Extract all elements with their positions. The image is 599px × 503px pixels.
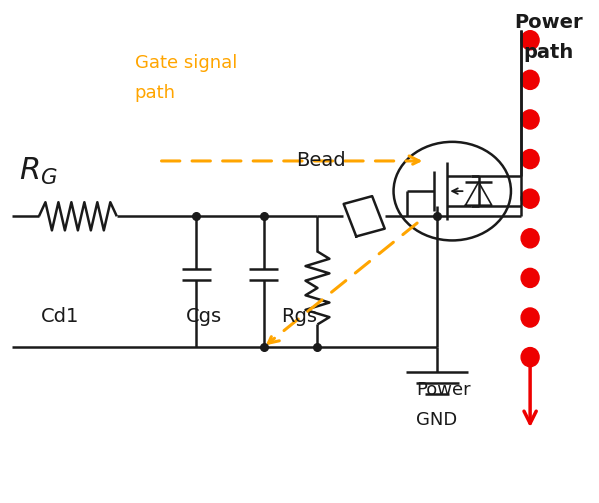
Text: Rgs: Rgs	[282, 307, 317, 326]
Text: $R_G$: $R_G$	[19, 155, 58, 187]
Text: Gate signal: Gate signal	[135, 54, 237, 72]
Ellipse shape	[521, 348, 539, 367]
Ellipse shape	[521, 229, 539, 248]
Ellipse shape	[521, 308, 539, 327]
Text: path: path	[523, 43, 573, 62]
Ellipse shape	[521, 189, 539, 208]
Ellipse shape	[521, 70, 539, 90]
Text: Cgs: Cgs	[186, 307, 222, 326]
Text: GND: GND	[416, 411, 458, 429]
Text: path: path	[135, 84, 176, 102]
Text: Bead: Bead	[297, 151, 346, 171]
Text: Cd1: Cd1	[41, 307, 79, 326]
Ellipse shape	[521, 149, 539, 169]
Ellipse shape	[521, 31, 539, 50]
Text: Power: Power	[416, 381, 471, 399]
Ellipse shape	[521, 110, 539, 129]
Text: Power: Power	[514, 13, 582, 32]
Ellipse shape	[521, 269, 539, 288]
